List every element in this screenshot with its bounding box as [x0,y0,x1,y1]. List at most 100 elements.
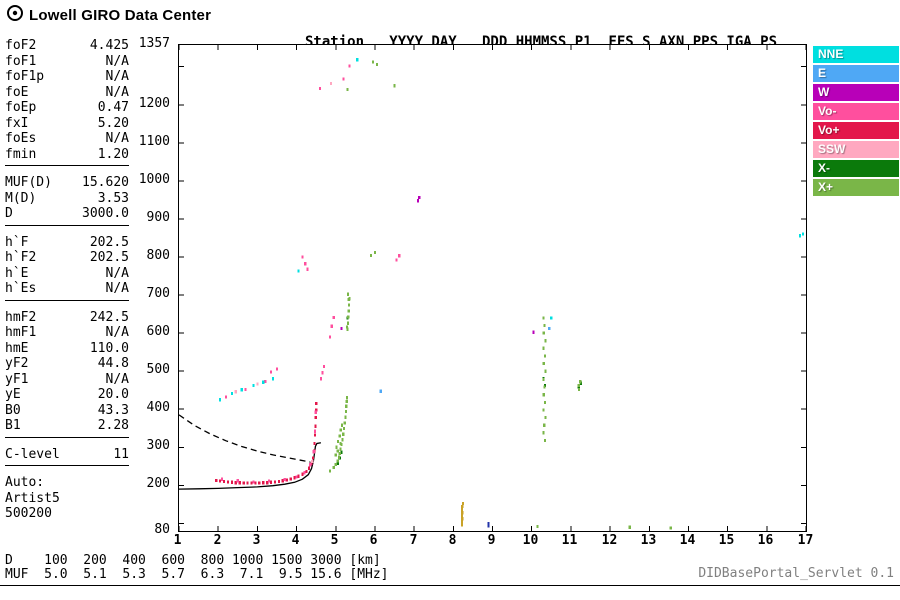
y-axis-tick-label: 500 [146,362,170,377]
x-axis-tick-label: 2 [213,533,222,548]
param-row: fxI 5.20 [5,116,129,132]
y-axis-labels: 1357 1200 1100 1000 900 800 700 600 500 400 300 200… [128,37,174,537]
y-axis-tick-label: 200 [146,476,170,491]
x-axis-tick-label: 16 [757,533,774,548]
param-value: 11 [113,446,129,462]
param-row: foF1p N/A [5,69,129,85]
dmuf-table: D 100 200 400 600 800 1000 1500 3000 [km… [5,553,389,582]
y-axis-tick-label: 300 [146,438,170,453]
param-value: 110.0 [89,340,129,356]
x-axis-tick-label: 9 [487,533,496,548]
x-axis-tick-label: 13 [640,533,657,548]
param-row: yE 20.0 [5,387,129,403]
x-axis-tick-label: 6 [369,533,378,548]
param-value: 15.620 [82,175,129,190]
param-row: yF1 N/A [5,372,129,388]
param-row: M(D) 3.53 [5,191,129,207]
param-group: MUF(D) 15.620 M(D) 3.53 D 3000.0 [5,175,129,226]
param-label: foE [5,84,29,100]
param-label: h`E [5,265,29,281]
param-value: 242.5 [89,309,129,325]
direction-legend: NNE E W Vo- Vo+ SSW X- X+ [813,46,899,198]
status-bar: db pq052 20260107 171500.rsf / 214fx512h… [3,587,578,600]
param-label: M(D) [5,190,37,206]
param-label: B0 [5,402,21,418]
param-row: h`F 202.5 [5,235,129,251]
x-axis-tick-label: 10 [522,533,539,548]
param-value: 3.53 [97,190,129,206]
param-value: 0.47 [97,100,129,115]
param-label: h`F [5,234,29,250]
param-row: hmF1 N/A [5,325,129,341]
x-axis-tick-label: 4 [291,533,300,548]
param-row: 500200 [5,506,129,522]
param-value: 202.5 [89,234,129,250]
ionogram-canvas[interactable] [178,45,807,531]
parameter-panel: foF2 4.425 foF1 N/A foF1p N/A foE N/A foEp 0.47 fx… [5,38,129,534]
x-axis-tick-label: 7 [409,533,418,548]
param-value: 20.0 [97,387,129,402]
legend-item-ssw: SSW [813,141,899,158]
x-axis-tick-label: 5 [330,533,339,548]
param-value: 202.5 [89,250,129,265]
param-value: N/A [105,84,129,100]
param-label: yF2 [5,356,29,371]
y-axis-tick-label: 1357 [138,36,170,51]
y-axis-tick-label: 900 [146,210,170,225]
param-row: Auto: [5,475,129,491]
param-row: foF2 4.425 [5,38,129,54]
param-row: MUF(D) 15.620 [5,175,129,191]
y-axis-tick-label: 80 [154,522,170,537]
legend-item-vo: Vo+ [813,122,899,139]
x-axis-tick-label: 11 [561,533,578,548]
param-row: yF2 44.8 [5,356,129,372]
param-row: h`Es N/A [5,281,129,297]
param-row: foEs N/A [5,131,129,147]
param-group: h`F 202.5 h`F2 202.5 h`E N/A h`Es N/A [5,235,129,301]
status-divider [0,585,900,586]
param-row: D 3000.0 [5,206,129,222]
param-label: yF1 [5,371,29,387]
param-label: 500200 [5,506,52,521]
y-axis-tick-label: 400 [146,400,170,415]
param-value: N/A [105,53,129,69]
param-row: hmE 110.0 [5,341,129,357]
param-row: Artist5 [5,491,129,507]
param-group: hmF2 242.5 hmF1 N/A hmE 110.0 yF2 44.8 yF1 N/A yE 2… [5,310,129,438]
param-label: foF2 [5,38,37,53]
brand-title: Lowell GIRO Data Center [29,6,212,24]
ionogram-plot[interactable] [178,44,807,532]
legend-item-vo: Vo- [813,103,899,120]
param-label: MUF(D) [5,175,52,190]
param-row: fmin 1.20 [5,147,129,163]
param-label: h`Es [5,281,37,296]
param-value: 44.8 [97,356,129,371]
legend-item-w: W [813,84,899,101]
param-group: C-level 11 [5,446,129,466]
param-label: hmE [5,340,29,356]
param-label: fmin [5,146,37,162]
legend-item-e: E [813,65,899,82]
param-value: 1.20 [97,146,129,162]
param-value: 5.20 [97,115,129,131]
param-group: Auto: Artist5 500200 [5,475,129,525]
param-row: B0 43.3 [5,403,129,419]
param-label: fxI [5,115,29,131]
brand-header: Lowell GIRO Data Center [6,4,211,26]
param-row: h`F2 202.5 [5,250,129,266]
param-label: B1 [5,418,21,433]
giro-logo-icon [6,4,24,26]
x-axis-tick-label: 17 [797,533,814,548]
param-label: hmF1 [5,325,37,340]
param-group: foF2 4.425 foF1 N/A foF1p N/A foE N/A foEp 0.47 fx… [5,38,129,166]
x-axis-tick-label: 14 [679,533,696,548]
legend-item-x: X+ [813,179,899,196]
y-axis-tick-label: 1100 [138,134,170,149]
param-label: D [5,206,13,221]
param-row: foF1 N/A [5,54,129,70]
param-label: yE [5,387,21,402]
param-row: B1 2.28 [5,418,129,434]
y-axis-tick-label: 600 [146,324,170,339]
param-value: 3000.0 [82,206,129,221]
